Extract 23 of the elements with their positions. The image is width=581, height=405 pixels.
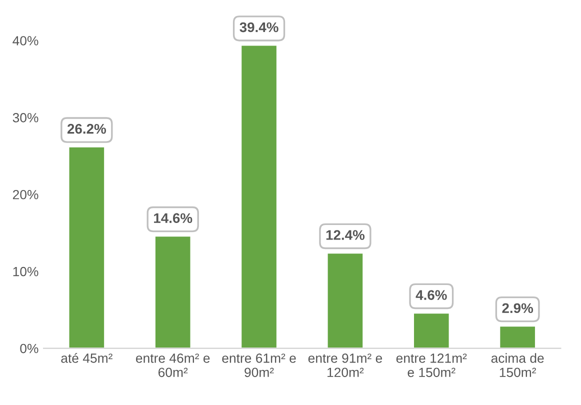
- y-tick-label: 0%: [20, 344, 38, 354]
- bar: [326, 252, 364, 348]
- x-tick-label: entre 46m² e 60m²: [136, 354, 210, 378]
- x-tick-label: entre 61m² e 90m²: [222, 354, 296, 378]
- x-tick-label: entre 91m² e 120m²: [308, 354, 382, 378]
- bar: [154, 235, 192, 348]
- bar: [498, 325, 536, 348]
- x-tick-label: entre 121m² e 150m²: [396, 354, 467, 378]
- data-label: 14.6%: [154, 213, 192, 224]
- y-tick-label: 10%: [13, 266, 38, 276]
- data-label: 4.6%: [416, 290, 447, 300]
- y-tick-label: 30%: [12, 113, 38, 122]
- data-label: 12.4%: [326, 230, 365, 240]
- bar: [412, 312, 450, 348]
- x-tick-label: acima de 150m²: [491, 353, 544, 378]
- y-tick-label: 40%: [12, 36, 38, 46]
- data-label: 2.9%: [502, 303, 534, 314]
- data-label: 39.4%: [240, 22, 278, 32]
- bar: [240, 44, 278, 348]
- x-tick-label: até 45m²: [61, 353, 112, 363]
- data-label: 26.2%: [67, 124, 106, 134]
- y-tick-label: 20%: [12, 190, 38, 200]
- bar: [68, 146, 106, 348]
